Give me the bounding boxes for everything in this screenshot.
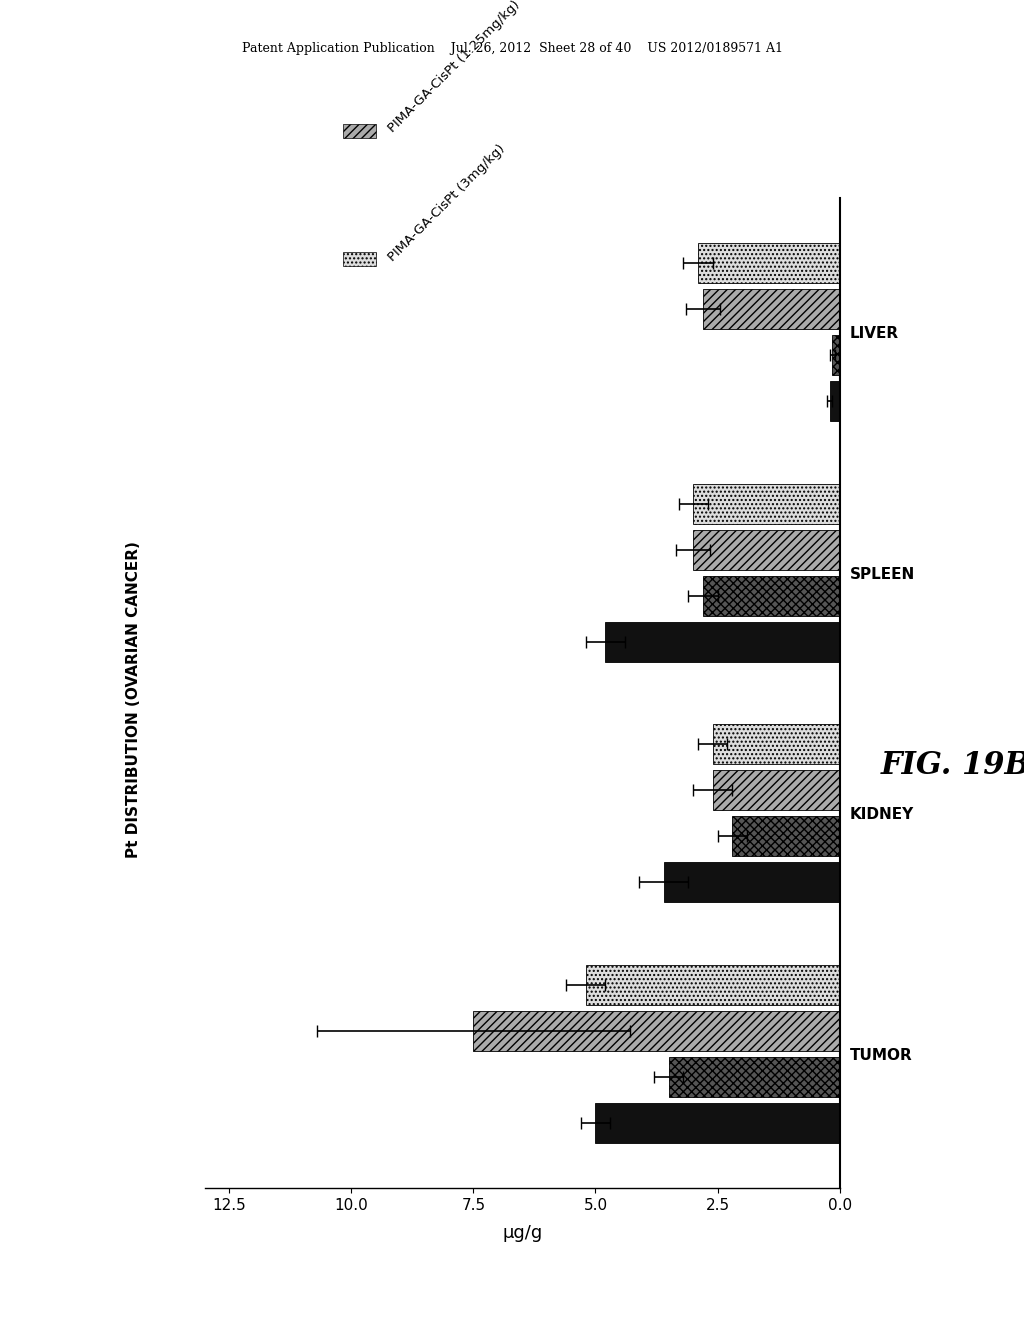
- X-axis label: µg/g: µg/g: [502, 1224, 543, 1242]
- Bar: [713, 725, 840, 764]
- Bar: [605, 622, 840, 661]
- Bar: [669, 1057, 840, 1097]
- Bar: [693, 529, 840, 570]
- Bar: [698, 243, 840, 282]
- Legend: PBS, FREE CisPt 3, PIMA-GA-CisPt (1.25mg/kg), PIMA-GA-CisPt (3mg/kg): PBS, FREE CisPt 3, PIMA-GA-CisPt (1.25mg…: [338, 0, 528, 272]
- Bar: [713, 770, 840, 810]
- Bar: [586, 965, 840, 1005]
- Text: Pt DISTRIBUTION (OVARIAN CANCER): Pt DISTRIBUTION (OVARIAN CANCER): [126, 541, 140, 858]
- Bar: [596, 1104, 840, 1143]
- Bar: [702, 289, 840, 329]
- Bar: [473, 1011, 840, 1051]
- Bar: [732, 816, 840, 857]
- Bar: [693, 483, 840, 524]
- Text: FIG. 19B: FIG. 19B: [881, 750, 1024, 781]
- Bar: [702, 576, 840, 616]
- Bar: [833, 335, 840, 375]
- Text: Patent Application Publication    Jul. 26, 2012  Sheet 28 of 40    US 2012/01895: Patent Application Publication Jul. 26, …: [242, 42, 782, 55]
- Bar: [829, 381, 840, 421]
- Bar: [664, 862, 840, 903]
